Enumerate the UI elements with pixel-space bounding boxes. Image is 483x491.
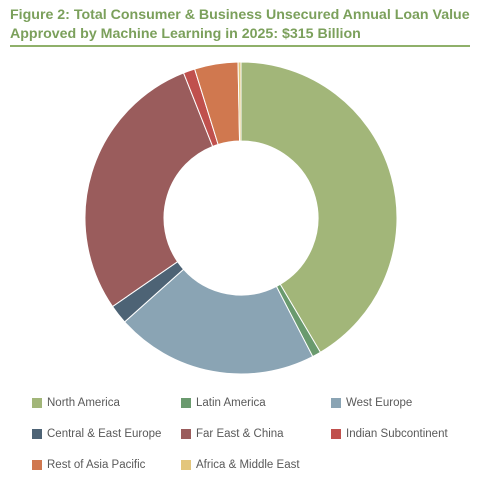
legend-label: North America	[47, 397, 120, 409]
legend-swatch	[181, 398, 191, 408]
legend-item: Rest of Asia Pacific	[32, 459, 145, 471]
legend-swatch	[32, 398, 42, 408]
legend-item: Far East & China	[181, 428, 284, 440]
donut-slice-far-east-china	[84, 72, 214, 308]
legend-label: Latin America	[196, 397, 266, 409]
legend-label: West Europe	[346, 397, 413, 409]
legend-swatch	[181, 460, 191, 470]
legend-label: Far East & China	[196, 428, 284, 440]
chart-title: Figure 2: Total Consumer & Business Unse…	[10, 7, 470, 42]
legend-label: Central & East Europe	[47, 428, 162, 440]
legend-label: Rest of Asia Pacific	[47, 459, 146, 471]
legend-swatch	[181, 429, 191, 439]
donut-slice-west-europe	[123, 268, 314, 375]
legend-swatch	[331, 429, 341, 439]
legend-item: Latin America	[181, 397, 266, 409]
donut-chart	[84, 61, 398, 375]
donut-slice-north-america	[240, 61, 398, 353]
donut-slice-africa-middle-east	[237, 61, 242, 142]
legend-label: Indian Subcontinent	[346, 428, 448, 440]
legend-item: North America	[32, 397, 120, 409]
title-divider	[10, 45, 470, 47]
chart-legend: North America Latin America West Europe Cen…	[0, 392, 483, 482]
legend-label: Africa & Middle East	[196, 459, 300, 471]
legend-item: Africa & Middle East	[181, 459, 300, 471]
legend-item: West Europe	[331, 397, 412, 409]
legend-swatch	[32, 429, 42, 439]
legend-swatch	[32, 460, 42, 470]
legend-item: Central & East Europe	[32, 428, 161, 440]
legend-swatch	[331, 398, 341, 408]
legend-item: Indian Subcontinent	[331, 428, 448, 440]
